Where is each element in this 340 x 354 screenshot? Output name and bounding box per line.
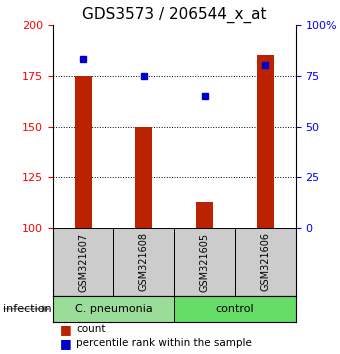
Text: ■: ■	[59, 323, 71, 336]
Bar	[114, 228, 174, 296]
Text: infection: infection	[3, 304, 52, 314]
Text: C. pneumonia: C. pneumonia	[74, 304, 152, 314]
Bar	[53, 228, 114, 296]
Bar	[53, 296, 174, 322]
Text: count: count	[76, 324, 106, 334]
Text: ■: ■	[59, 337, 71, 350]
Text: GSM321605: GSM321605	[200, 232, 210, 292]
Bar	[196, 202, 213, 228]
Bar	[257, 55, 274, 228]
Text: GSM321607: GSM321607	[78, 232, 88, 292]
Title: GDS3573 / 206544_x_at: GDS3573 / 206544_x_at	[82, 7, 267, 23]
Bar	[174, 228, 235, 296]
Bar	[235, 228, 296, 296]
Text: GSM321606: GSM321606	[260, 233, 270, 291]
Bar	[74, 76, 91, 228]
Text: control: control	[216, 304, 254, 314]
Text: GSM321608: GSM321608	[139, 233, 149, 291]
Bar	[135, 127, 152, 228]
Bar	[174, 296, 296, 322]
Text: percentile rank within the sample: percentile rank within the sample	[76, 338, 252, 348]
